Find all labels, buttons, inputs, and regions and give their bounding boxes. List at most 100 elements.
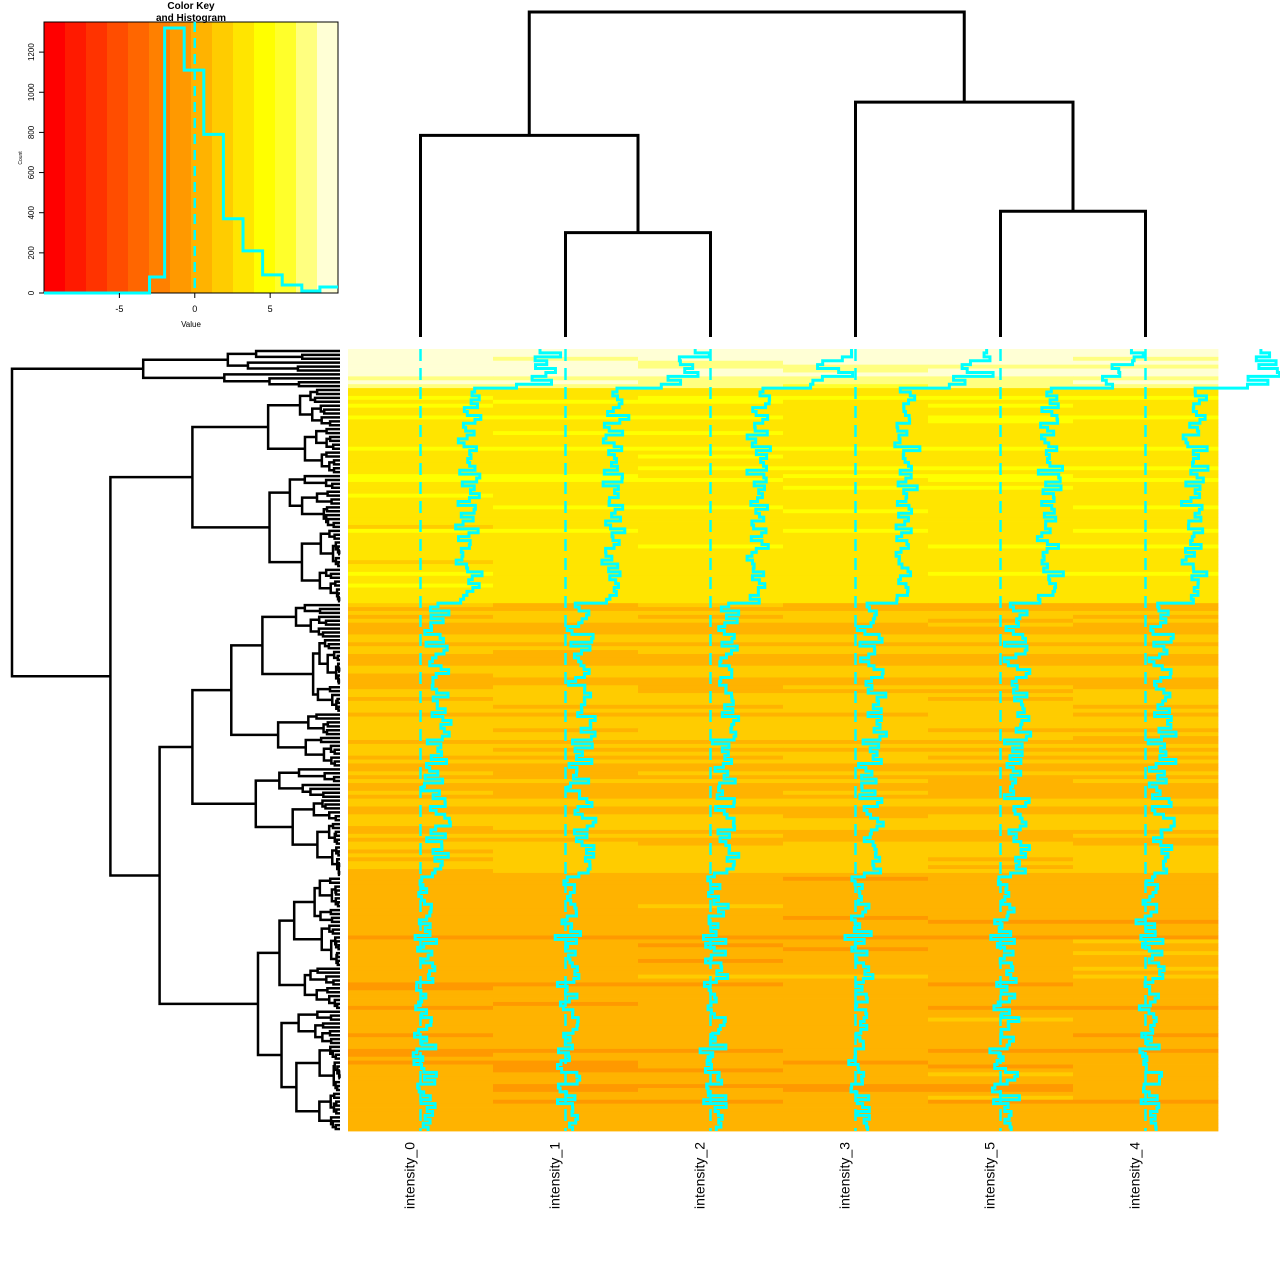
heatmap-cell bbox=[493, 724, 638, 728]
heatmap-cell bbox=[638, 400, 783, 404]
heatmap-cell bbox=[493, 666, 638, 670]
row-dendrogram-branch bbox=[330, 687, 340, 691]
heatmap-cell bbox=[348, 799, 493, 803]
row-dendrogram-branch bbox=[339, 550, 340, 554]
heatmap-cell bbox=[348, 1123, 493, 1127]
row-dendrogram-branch bbox=[331, 1039, 340, 1043]
heatmap-cell bbox=[493, 1123, 638, 1127]
row-dendrogram-branch bbox=[336, 1125, 340, 1129]
heatmap-cell bbox=[493, 361, 638, 365]
heatmap-cell bbox=[1073, 779, 1218, 783]
heatmap-cell bbox=[493, 627, 638, 631]
heatmap-cell bbox=[638, 361, 783, 365]
row-dendrogram-branch bbox=[337, 840, 340, 844]
heatmap-cell bbox=[638, 552, 783, 556]
heatmap-cell bbox=[1073, 646, 1218, 650]
heatmap-cell bbox=[783, 361, 928, 365]
row-dendrogram-branch bbox=[279, 921, 304, 985]
heatmap-cell bbox=[783, 380, 928, 384]
row-dendrogram-branch bbox=[333, 824, 340, 828]
heatmap-cell bbox=[928, 892, 1073, 896]
color-key-swatch bbox=[254, 22, 276, 293]
heatmap-cell bbox=[1073, 685, 1218, 689]
color-key-swatch bbox=[65, 22, 87, 293]
row-dendrogram-branch bbox=[317, 715, 340, 719]
heatmap-cell bbox=[348, 818, 493, 822]
color-key-swatch bbox=[275, 22, 297, 293]
row-dendrogram-branch bbox=[329, 462, 334, 470]
heatmap-cell bbox=[783, 892, 928, 896]
row-dendrogram-branch bbox=[336, 1102, 340, 1106]
heatmap-cell bbox=[1073, 951, 1218, 955]
color-key-swatch bbox=[296, 22, 318, 293]
heatmap-cell bbox=[783, 666, 928, 670]
heatmap-cell bbox=[348, 380, 493, 384]
row-dendrogram-branch bbox=[318, 969, 340, 973]
row-dendrogram-branch bbox=[302, 355, 340, 359]
row-dendrogram-branch bbox=[323, 793, 340, 797]
row-dendrogram-branch bbox=[335, 582, 340, 586]
color-key-swatch bbox=[128, 22, 150, 293]
row-dendrogram-branch bbox=[192, 427, 269, 527]
row-dendrogram-branch bbox=[338, 961, 340, 965]
column-dendrogram-branch bbox=[856, 102, 1074, 337]
heatmap-cell bbox=[348, 838, 493, 842]
row-dendrogram-branch bbox=[258, 953, 282, 1055]
row-dendrogram-branch bbox=[338, 656, 340, 660]
heatmap-cell bbox=[783, 1123, 928, 1127]
heatmap-cell bbox=[493, 611, 638, 615]
heatmap-cell bbox=[638, 591, 783, 595]
column-dendrogram-branch bbox=[421, 135, 639, 337]
heatmap-cell bbox=[348, 666, 493, 670]
heatmap-cell bbox=[1073, 552, 1218, 556]
color-key-xlabel: Value bbox=[181, 320, 201, 329]
heatmap-cell bbox=[493, 760, 638, 764]
heatmap-cell bbox=[493, 646, 638, 650]
row-dendrogram-branch bbox=[12, 369, 143, 677]
row-dendrogram-branch bbox=[334, 777, 340, 781]
color-key-ytick-label: 600 bbox=[27, 165, 36, 179]
row-dendrogram-branch bbox=[330, 1031, 340, 1035]
heatmap-cell bbox=[348, 705, 493, 709]
heatmap-cell bbox=[928, 611, 1073, 615]
row-dendrogram-branch bbox=[323, 632, 340, 636]
heatmap-cell bbox=[638, 857, 783, 861]
heatmap-cell bbox=[348, 685, 493, 689]
heatmap-cell bbox=[783, 760, 928, 764]
color-key-swatch bbox=[317, 22, 339, 293]
row-dendrogram-branch bbox=[327, 988, 340, 992]
row-dendrogram-branch bbox=[325, 805, 340, 809]
heatmap-cell bbox=[1073, 760, 1218, 764]
heatmap-cell bbox=[638, 779, 783, 783]
heatmap-cell bbox=[783, 857, 928, 861]
heatmap-cell bbox=[783, 818, 928, 822]
heatmap-cell bbox=[638, 818, 783, 822]
heatmap-cell bbox=[928, 760, 1073, 764]
heatmap-cell bbox=[1073, 990, 1218, 994]
row-dendrogram-branch bbox=[327, 730, 340, 734]
heatmap-cell bbox=[1073, 892, 1218, 896]
row-dendrogram-branch bbox=[327, 429, 340, 433]
row-dendrogram-branch bbox=[334, 468, 340, 472]
row-dendrogram-branch bbox=[278, 722, 308, 747]
heatmap-cell bbox=[1073, 1025, 1218, 1029]
heatmap-cell bbox=[638, 760, 783, 764]
heatmap-body bbox=[348, 349, 1218, 1131]
heatmap-cell bbox=[1073, 724, 1218, 728]
heatmap-cell bbox=[928, 838, 1073, 842]
color-key-xtick-label: 0 bbox=[192, 304, 197, 314]
heatmap-cell bbox=[493, 971, 638, 975]
heatmap-cell bbox=[928, 779, 1073, 783]
heatmap-cell bbox=[783, 744, 928, 748]
heatmap-cell bbox=[928, 361, 1073, 365]
heatmap-cell bbox=[348, 779, 493, 783]
heatmap-cell bbox=[783, 439, 928, 443]
row-dendrogram-branch bbox=[302, 498, 324, 514]
heatmap-cell bbox=[348, 439, 493, 443]
column-label: intensity_3 bbox=[837, 1142, 853, 1209]
heatmap-cell bbox=[348, 627, 493, 631]
color-key-gradient bbox=[44, 22, 339, 293]
heatmap-cell bbox=[928, 799, 1073, 803]
